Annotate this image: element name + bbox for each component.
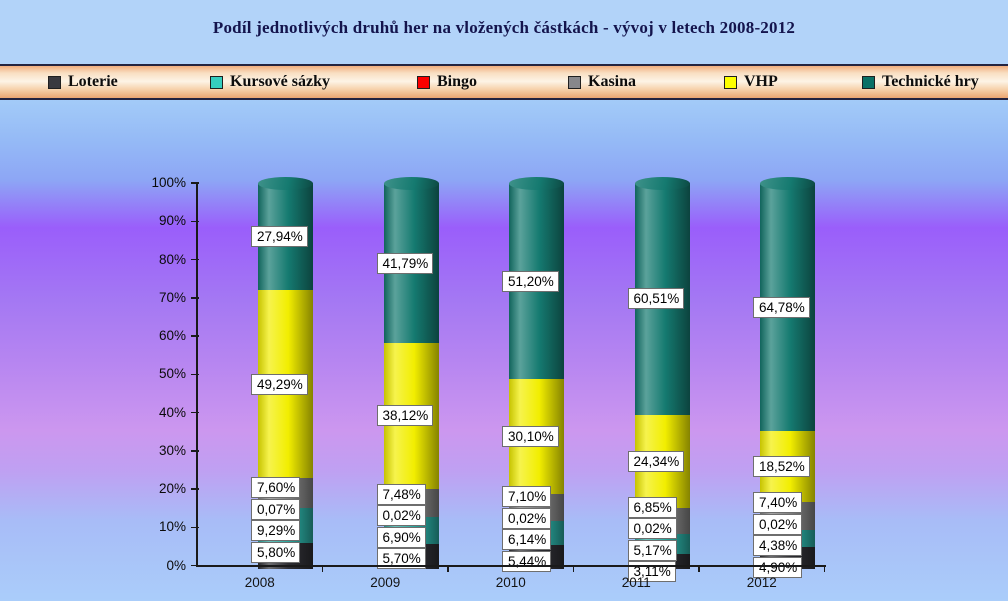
- legend-item-vhp: VHP: [724, 66, 778, 98]
- legend-item-bingo: Bingo: [417, 66, 477, 98]
- legend-label-kasina: Kasina: [588, 73, 637, 90]
- legend-label-bingo: Bingo: [437, 73, 478, 90]
- bingo-swatch-icon: [417, 75, 430, 89]
- vhp-swatch-icon: [724, 75, 737, 89]
- kursove-sazky-swatch-icon: [210, 75, 223, 89]
- technicke-hry-swatch-icon: [862, 75, 875, 89]
- loterie-swatch-icon: [48, 75, 61, 89]
- legend-label-vhp: VHP: [744, 73, 778, 90]
- kasina-swatch-icon: [568, 75, 581, 89]
- legend-label-kursove-sazky: Kursové sázky: [230, 73, 330, 90]
- legend: Loterie Kursové sázky Bingo Kasina VHP Techni…: [0, 64, 1008, 100]
- legend-label-loterie: Loterie: [68, 73, 118, 90]
- chart-title: Podíl jednotlivých druhů her na vloženýc…: [212, 18, 796, 37]
- legend-item-kursove-sazky: Kursové sázky: [210, 66, 330, 98]
- legend-item-technicke-hry: Technické hry: [862, 66, 979, 98]
- legend-item-loterie: Loterie: [48, 66, 118, 98]
- legend-label-technicke-hry: Technické hry: [882, 73, 979, 90]
- chart-title-bar: Podíl jednotlivých druhů her na vloženýc…: [0, 0, 1008, 64]
- plot-area: [0, 100, 1008, 601]
- legend-item-kasina: Kasina: [568, 66, 636, 98]
